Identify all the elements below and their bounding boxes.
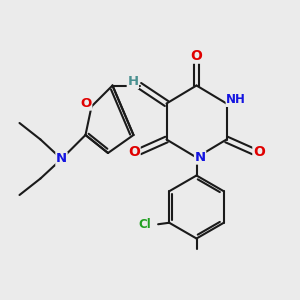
Text: O: O: [80, 97, 92, 110]
Text: N: N: [194, 151, 206, 164]
Text: Cl: Cl: [138, 218, 151, 231]
Text: N: N: [56, 152, 67, 166]
Text: O: O: [253, 145, 265, 158]
Text: H: H: [127, 75, 139, 88]
Text: O: O: [190, 49, 202, 63]
Text: O: O: [128, 145, 140, 158]
Text: NH: NH: [226, 93, 246, 106]
